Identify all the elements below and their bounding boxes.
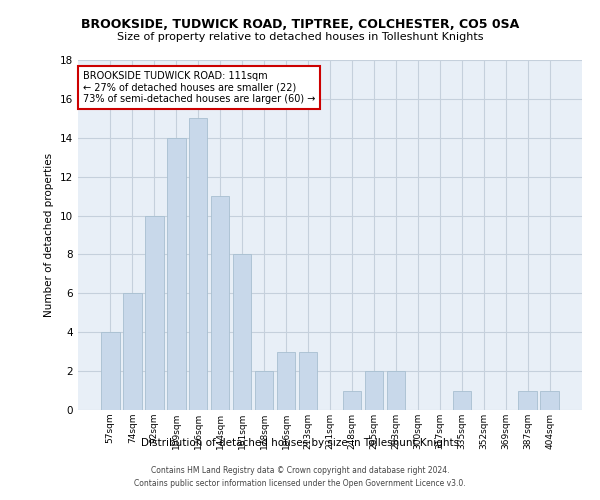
Bar: [386, 371, 405, 410]
Bar: [541, 390, 559, 410]
Text: BROOKSIDE TUDWICK ROAD: 111sqm
← 27% of detached houses are smaller (22)
73% of : BROOKSIDE TUDWICK ROAD: 111sqm ← 27% of …: [83, 70, 316, 104]
Bar: [255, 371, 274, 410]
Bar: [123, 294, 142, 410]
Bar: [211, 196, 229, 410]
Text: Distribution of detached houses by size in Tolleshunt Knights: Distribution of detached houses by size …: [141, 438, 459, 448]
Bar: [299, 352, 317, 410]
Bar: [343, 390, 361, 410]
Text: Size of property relative to detached houses in Tolleshunt Knights: Size of property relative to detached ho…: [117, 32, 483, 42]
Bar: [233, 254, 251, 410]
Bar: [101, 332, 119, 410]
Bar: [167, 138, 185, 410]
Bar: [452, 390, 471, 410]
Bar: [277, 352, 295, 410]
Bar: [518, 390, 537, 410]
Text: Contains HM Land Registry data © Crown copyright and database right 2024.
Contai: Contains HM Land Registry data © Crown c…: [134, 466, 466, 487]
Bar: [365, 371, 383, 410]
Y-axis label: Number of detached properties: Number of detached properties: [44, 153, 55, 317]
Bar: [145, 216, 164, 410]
Bar: [189, 118, 208, 410]
Text: BROOKSIDE, TUDWICK ROAD, TIPTREE, COLCHESTER, CO5 0SA: BROOKSIDE, TUDWICK ROAD, TIPTREE, COLCHE…: [81, 18, 519, 30]
